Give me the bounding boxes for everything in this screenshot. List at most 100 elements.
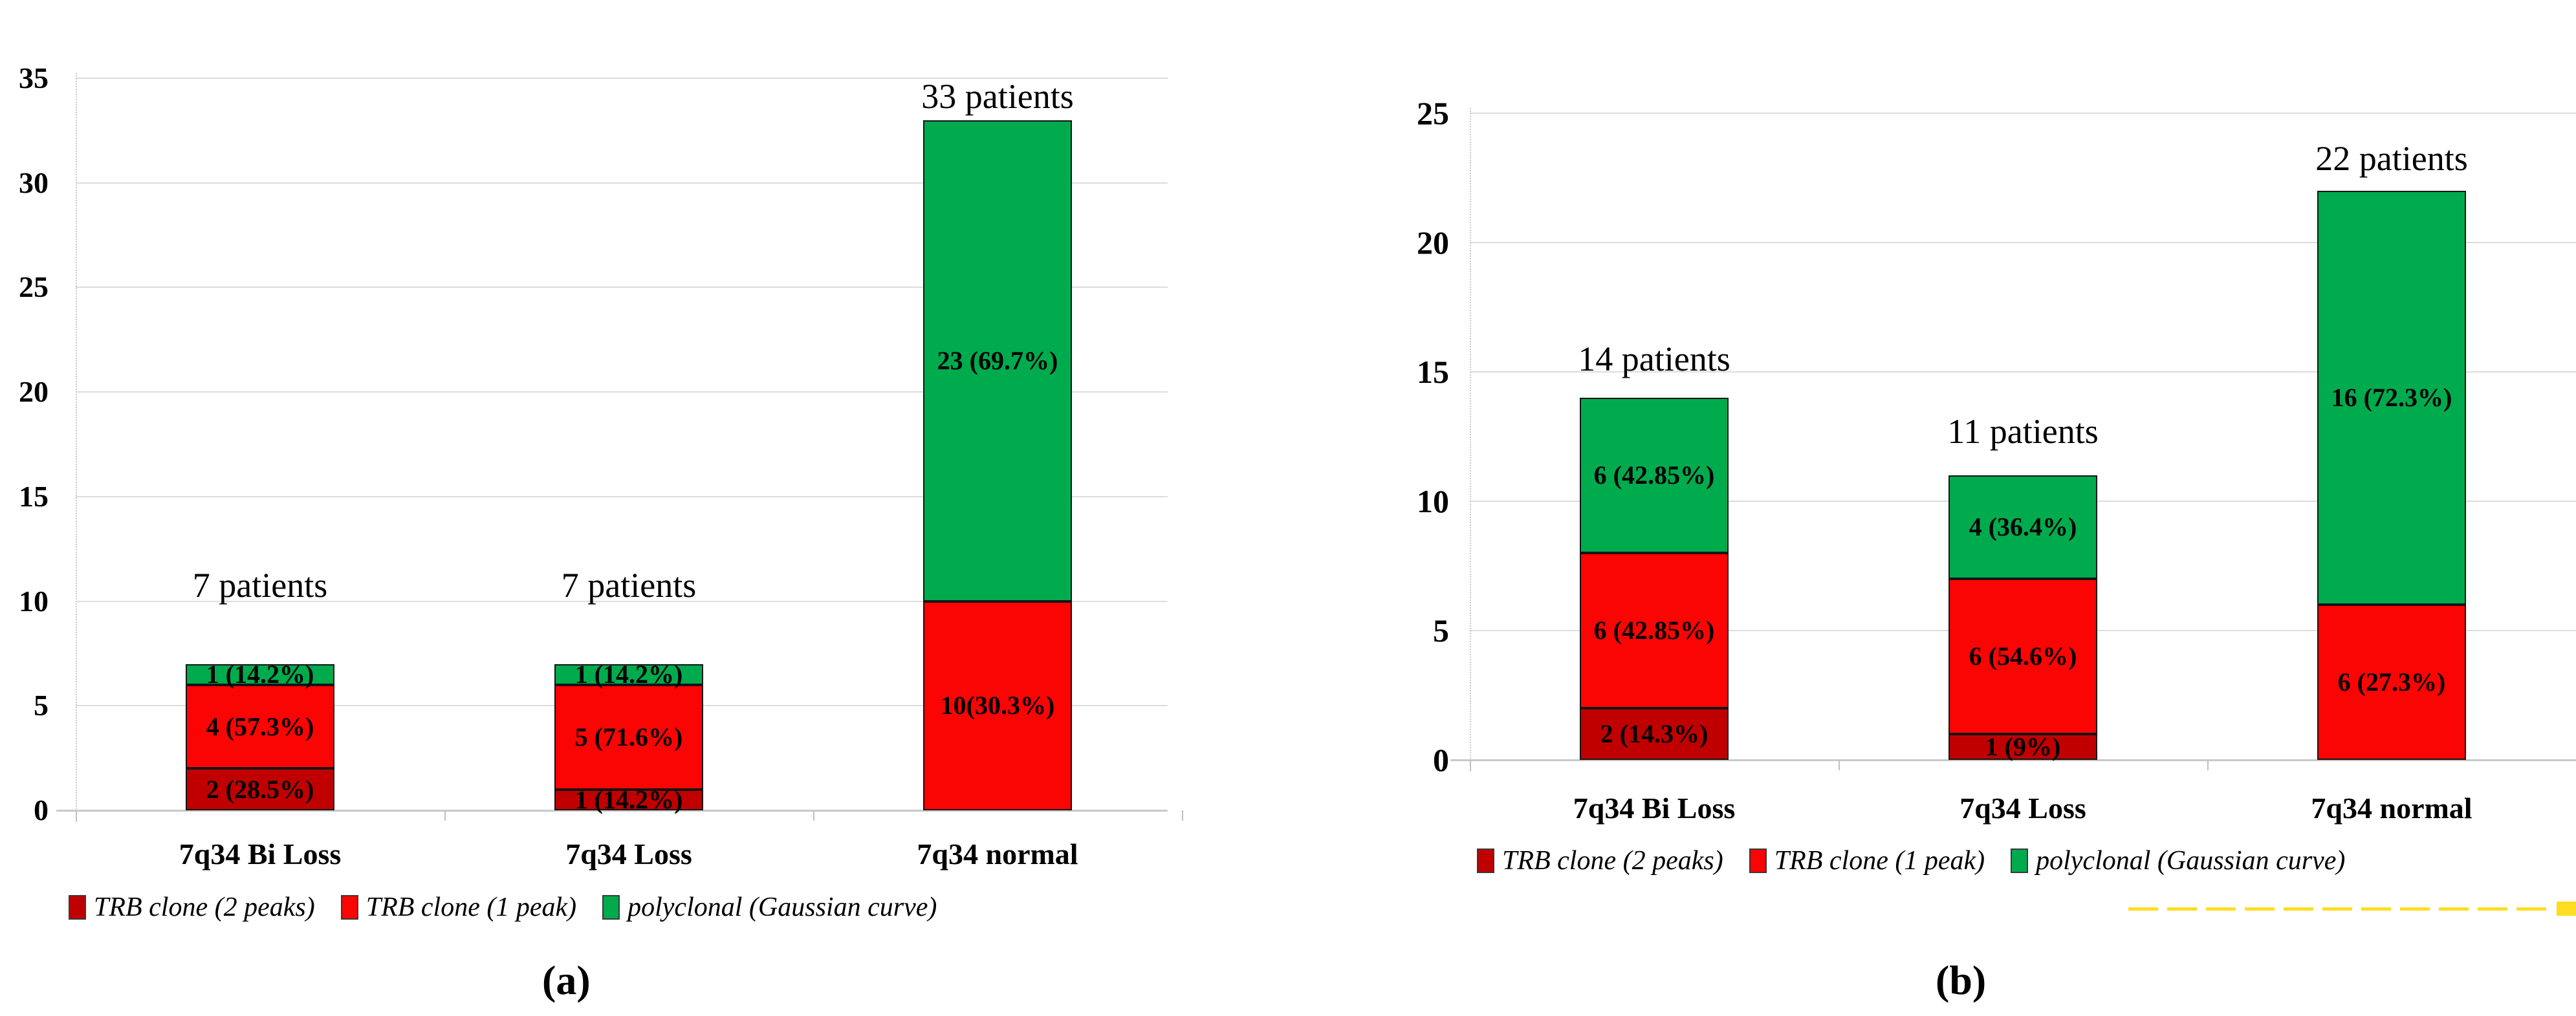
legend-swatch-dark_red-icon <box>1477 848 1494 873</box>
legend-item-green: polyclonal (Gaussian curve) <box>602 894 937 921</box>
x-axis-category-label: 7q34 normal <box>917 838 1078 870</box>
legend-item-red: TRB clone (1 peak) <box>340 892 577 922</box>
bar-segment-red-7q34-loss: 5 (71.6%) <box>554 684 703 790</box>
bar-segment-dark_red-7q34-bi-loss: 2 (28.5%) <box>186 768 334 810</box>
bar-segment-value-label: 2 (14.3%) <box>1600 719 1708 748</box>
bar-segment-value-label: 23 (69.7%) <box>937 345 1058 375</box>
x-axis-line <box>56 810 1168 812</box>
legend-swatch-dark_red-icon <box>69 895 86 920</box>
legend-swatch-green-icon <box>602 895 620 920</box>
category-tick <box>444 810 446 821</box>
bar-total-label: 7 patients <box>192 566 328 605</box>
y-axis-tick-label-10: 10 <box>19 584 49 618</box>
legend-item-green: polyclonal (Gaussian curve) <box>2011 847 2345 874</box>
category-tick <box>1182 810 1183 821</box>
y-axis-tick-label-0: 0 <box>1433 742 1449 778</box>
bar-segment-value-label: 6 (42.85%) <box>1593 616 1715 645</box>
legend: TRB clone (2 peaks) TRB clone (1 peak) pol… <box>1477 847 2345 874</box>
bar-segment-value-label: 2 (28.5%) <box>206 774 314 804</box>
bar-segment-green-7q34-normal: 16 (72.3%) <box>2317 191 2466 605</box>
gridline-y25 <box>1470 113 2576 114</box>
category-tick <box>1839 760 1840 770</box>
y-axis-line <box>76 73 77 822</box>
gridline-y15 <box>1470 371 2576 373</box>
bar-segment-red-7q34-loss: 6 (54.6%) <box>1948 579 2097 734</box>
bar-total-label: 33 patients <box>921 77 1074 116</box>
legend-label: polyclonal (Gaussian curve) <box>2036 846 2346 876</box>
bar-segment-red-7q34-normal: 10(30.3%) <box>923 601 1072 810</box>
bar-segment-value-label: 1 (14.2%) <box>574 784 683 814</box>
y-axis-tick-label-5: 5 <box>34 689 49 722</box>
bar-segment-value-label: 6 (42.85%) <box>1593 460 1715 490</box>
bar-segment-value-label: 4 (57.3%) <box>206 711 314 741</box>
y-axis-tick-label-35: 35 <box>19 61 49 94</box>
legend-item-dark_red: TRB clone (2 peaks) <box>1477 847 1723 874</box>
bar-segment-green-7q34-bi-loss: 1 (14.2%) <box>186 659 334 689</box>
legend-label: TRB clone (1 peak) <box>366 892 577 922</box>
x-axis-category-label: 7q34 Bi Loss <box>1573 792 1736 825</box>
bar-segment-value-label: 1 (14.2%) <box>574 659 683 689</box>
y-axis-tick-label-30: 30 <box>19 166 49 199</box>
legend-item-red: TRB clone (1 peak) <box>1749 847 1985 874</box>
y-axis-line <box>1470 108 1471 772</box>
category-tick <box>1470 760 1471 770</box>
x-axis-line <box>1450 759 2576 761</box>
y-axis-tick-label-5: 5 <box>1433 612 1449 649</box>
legend-swatch-red-icon <box>340 895 358 920</box>
x-axis-category-label: 7q34 Loss <box>1959 792 2086 825</box>
legend-swatch-green-icon <box>2011 848 2029 873</box>
bar-segment-dark_red-7q34-bi-loss: 2 (14.3%) <box>1580 708 1729 760</box>
bar-segment-value-label: 4 (36.4%) <box>1969 512 2077 541</box>
panel-caption-b: (b) <box>1936 957 1987 1003</box>
bar-segment-red-7q34-bi-loss: 4 (57.3%) <box>186 684 334 769</box>
bar-segment-value-label: 6 (27.3%) <box>2337 667 2446 697</box>
bar-segment-value-label: 1 (9%) <box>1985 732 2061 761</box>
legend-label: TRB clone (2 peaks) <box>1502 846 1723 876</box>
x-axis-category-label: 7q34 Loss <box>565 838 692 870</box>
panel-caption-a: (a) <box>542 957 591 1003</box>
y-axis-tick-label-25: 25 <box>1417 95 1449 131</box>
y-axis-tick-label-20: 20 <box>1417 224 1449 261</box>
bar-total-label: 14 patients <box>1578 340 1730 378</box>
legend-label: TRB clone (1 peak) <box>1774 846 1985 876</box>
category-tick <box>76 810 77 821</box>
x-axis-category-label: 7q34 Bi Loss <box>179 838 342 870</box>
bar-segment-red-7q34-bi-loss: 6 (42.85%) <box>1580 553 1729 708</box>
bar-segment-value-label: 16 (72.3%) <box>2331 383 2452 412</box>
bar-segment-green-7q34-bi-loss: 6 (42.85%) <box>1580 398 1729 553</box>
category-tick <box>2207 760 2209 770</box>
y-axis-tick-label-10: 10 <box>1417 483 1449 519</box>
gridline-y35 <box>76 78 1168 79</box>
bar-total-label: 22 patients <box>2315 139 2468 178</box>
bar-total-label: 7 patients <box>561 566 697 605</box>
legend-label: TRB clone (2 peaks) <box>94 892 315 922</box>
gridline-y20 <box>1470 242 2576 243</box>
legend: TRB clone (2 peaks) TRB clone (1 peak) pol… <box>69 894 937 921</box>
y-axis-tick-label-0: 0 <box>34 794 49 827</box>
bar-segment-value-label: 5 (71.6%) <box>574 722 683 751</box>
bar-total-label: 11 patients <box>1947 412 2099 451</box>
y-axis-tick-label-20: 20 <box>19 375 49 409</box>
bar-segment-value-label: 10(30.3%) <box>940 691 1055 720</box>
yellow-blob-artifact <box>2557 902 2576 916</box>
gridline-y15 <box>76 495 1168 497</box>
yellow-underline-artifact <box>2128 907 2555 911</box>
y-axis-tick-label-15: 15 <box>1417 354 1449 390</box>
bar-segment-value-label: 1 (14.2%) <box>206 659 314 689</box>
category-tick <box>813 810 814 821</box>
gridline-y10 <box>76 600 1168 602</box>
bar-segment-value-label: 6 (54.6%) <box>1969 642 2077 671</box>
gridline-y20 <box>76 391 1168 393</box>
legend-swatch-red-icon <box>1749 848 1767 873</box>
y-axis-tick-label-15: 15 <box>19 479 49 513</box>
legend-item-dark_red: TRB clone (2 peaks) <box>69 894 315 921</box>
y-axis-tick-label-25: 25 <box>19 270 49 304</box>
bar-segment-red-7q34-normal: 6 (27.3%) <box>2317 605 2466 760</box>
bar-segment-dark_red-7q34-loss: 1 (9%) <box>1948 734 2097 760</box>
gridline-y30 <box>76 182 1168 184</box>
bar-segment-green-7q34-loss: 1 (14.2%) <box>554 659 703 689</box>
x-axis-category-label: 7q34 normal <box>2311 792 2472 825</box>
bar-segment-dark_red-7q34-loss: 1 (14.2%) <box>554 784 703 814</box>
gridline-y25 <box>76 286 1168 288</box>
